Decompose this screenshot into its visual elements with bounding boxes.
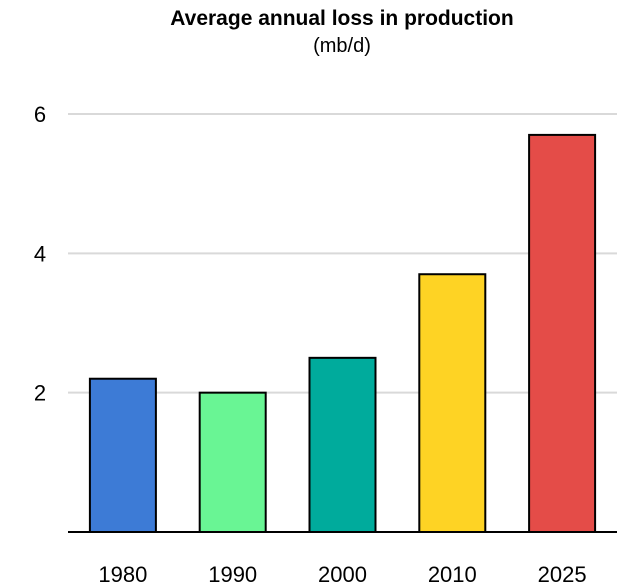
x-tick-label-2025: 2025 <box>538 562 587 587</box>
y-tick-label: 2 <box>34 381 46 406</box>
x-tick-label-2010: 2010 <box>428 562 477 587</box>
x-axis-ticks: 1980 1990 2000 2010 2025 <box>98 562 586 587</box>
y-tick-label: 4 <box>34 241 46 266</box>
bar-2000 <box>308 356 377 534</box>
x-tick-label-1990: 1990 <box>208 562 257 587</box>
chart-title: Average annual loss in production <box>170 7 513 30</box>
bar-1990 <box>198 391 267 533</box>
bars <box>88 133 597 534</box>
bar-2025 <box>528 133 597 533</box>
bar-2010 <box>418 273 487 533</box>
x-tick-label-1980: 1980 <box>98 562 147 587</box>
chart-subtitle: (mb/d) <box>313 35 371 57</box>
y-tick-label: 6 <box>34 102 46 127</box>
x-tick-label-2000: 2000 <box>318 562 367 587</box>
bar-1980 <box>88 377 157 533</box>
y-axis-ticks: 2 4 6 <box>34 102 46 406</box>
